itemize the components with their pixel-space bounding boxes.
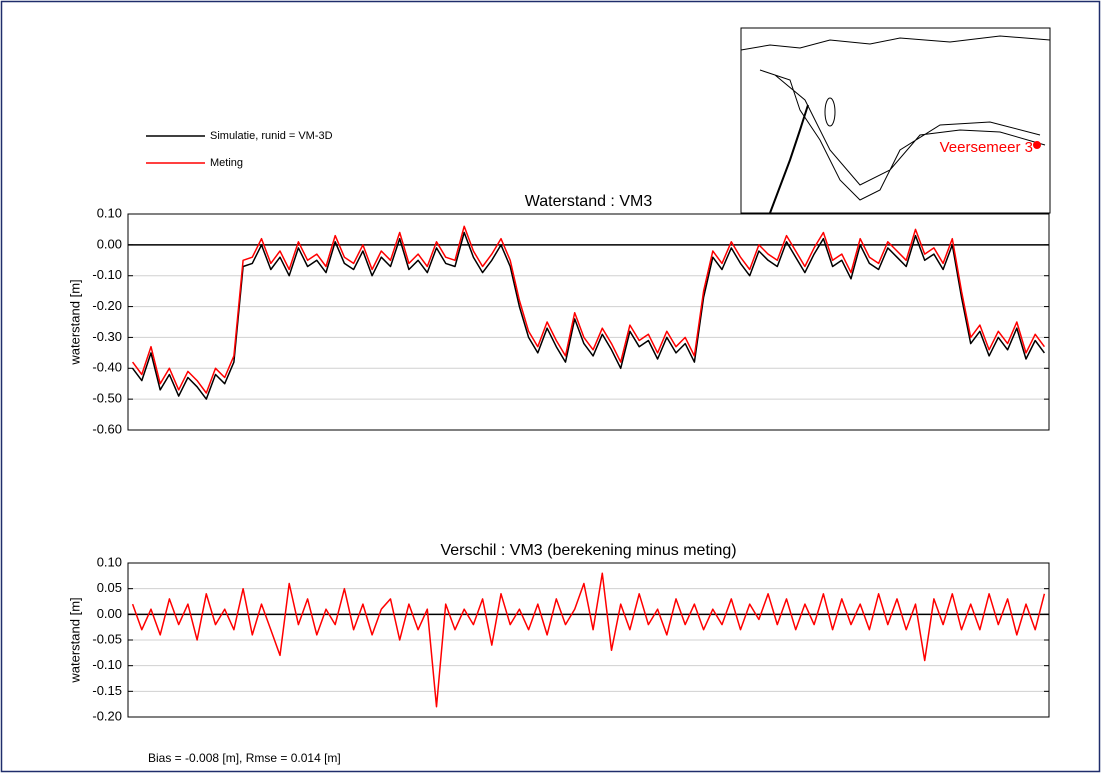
annotation: Bias = -0.008 [m], Rmse = 0.014 [m] (148, 751, 341, 765)
y-tick-label: -0.15 (92, 683, 122, 698)
y-tick-label: 0.05 (97, 580, 122, 595)
data-line (131, 231, 1046, 400)
y-tick-label: -0.10 (92, 267, 122, 282)
y-tick-label: 0.00 (97, 606, 122, 621)
estuary (759, 69, 1046, 201)
station-label: Veersemeer 3 (940, 139, 1033, 156)
y-tick-label: -0.10 (92, 657, 122, 672)
y-tick-label: -0.20 (92, 298, 122, 313)
data-line (131, 572, 1046, 708)
data-line (131, 225, 1046, 394)
legend-label: Meting (210, 157, 243, 169)
legend-label: Simulatie, runid = VM-3D (210, 130, 333, 142)
dam (769, 104, 809, 214)
inset-map: Veersemeer 3 (740, 27, 1051, 214)
y-tick-label: -0.40 (92, 360, 122, 375)
y-tick-label: 0.00 (97, 236, 122, 251)
y-tick-label: -0.20 (92, 708, 122, 723)
plot-frame (127, 213, 1050, 431)
y-axis-label: waterstand [m] (67, 597, 82, 683)
plot-frame (127, 562, 1050, 718)
y-axis-label: waterstand [m] (67, 279, 82, 365)
station-marker (1033, 141, 1041, 149)
y-tick-label: -0.60 (92, 421, 122, 436)
chart-title: Verschil : VM3 (berekening minus meting) (440, 542, 736, 559)
y-tick-label: 0.10 (97, 205, 122, 220)
y-tick-label: 0.10 (97, 554, 122, 569)
inset-frame (740, 27, 1051, 214)
chart-title: Waterstand : VM3 (525, 193, 653, 210)
y-tick-label: -0.50 (92, 391, 122, 406)
coastline (740, 35, 1051, 51)
y-tick-label: -0.30 (92, 329, 122, 344)
island (824, 97, 836, 127)
y-tick-label: -0.05 (92, 631, 122, 646)
